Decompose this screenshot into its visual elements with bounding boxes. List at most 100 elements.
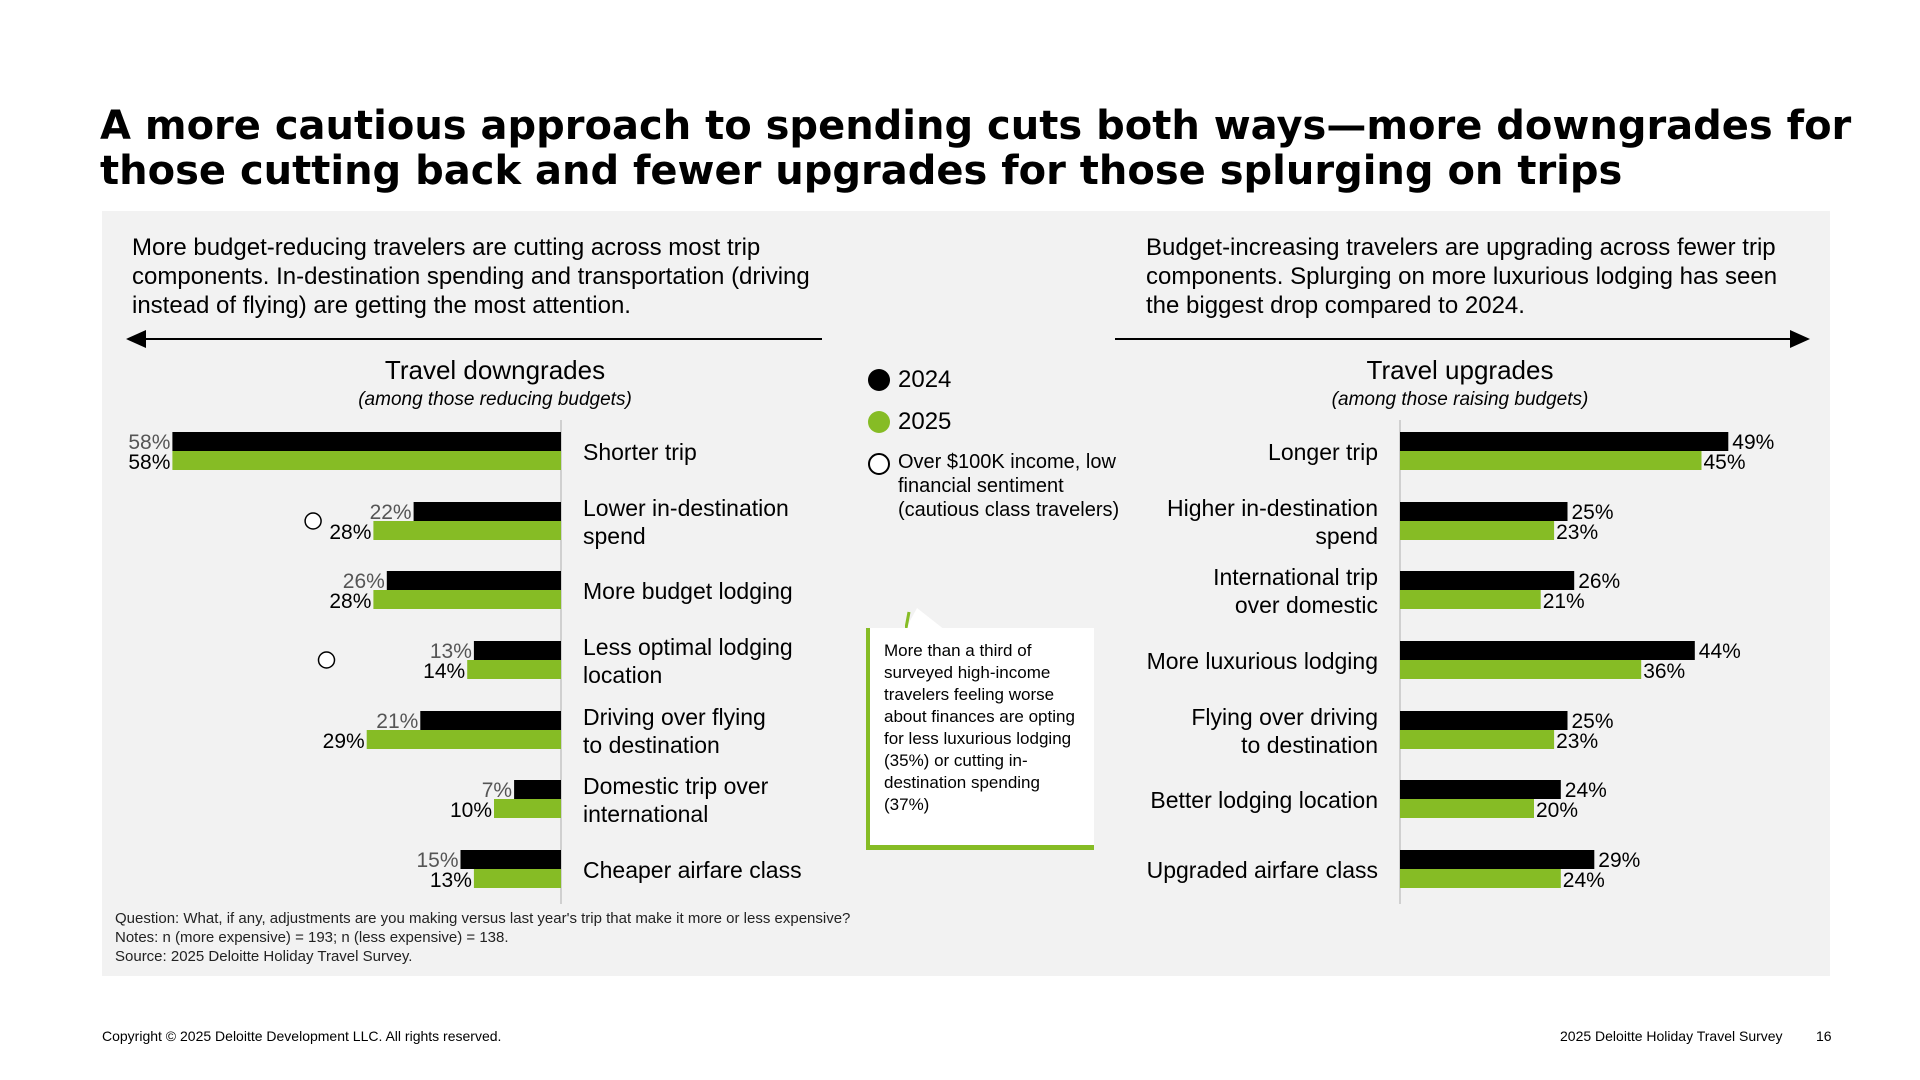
downgrade-bar-2025 [473, 869, 561, 888]
downgrade-label-2024: 58% [128, 431, 170, 454]
upgrade-category-label: Higher in-destination [1167, 495, 1378, 521]
downgrade-bar-2024 [386, 571, 561, 590]
downgrade-category-label: More budget lodging [583, 578, 793, 604]
downgrade-label-2024: 7% [482, 779, 512, 802]
page-title: A more cautious approach to spending cut… [100, 103, 1852, 194]
upgrade-category-label: over domestic [1235, 592, 1378, 618]
downgrade-category-label: Cheaper airfare class [583, 857, 802, 883]
upgrade-bar-2024 [1400, 432, 1729, 451]
upgrade-bar-2025 [1400, 660, 1642, 679]
downgrade-bar-2024 [172, 432, 561, 451]
upgrade-category-label: to destination [1241, 732, 1378, 758]
downgrade-bar-2024 [420, 711, 561, 730]
upgrade-category-label: spend [1315, 523, 1378, 549]
upgrade-category-label: Flying over driving [1191, 704, 1378, 730]
legend-2024-label: 2024 [898, 366, 952, 393]
legend-item-2024: 2024 [868, 366, 951, 394]
upgrade-label-2025: 23% [1556, 730, 1598, 753]
downgrade-label-2025: 10% [450, 799, 492, 822]
notes-source: Source: 2025 Deloitte Holiday Travel Sur… [115, 948, 413, 965]
upgrade-bar-2025 [1400, 730, 1555, 749]
downgrade-label-2024: 22% [370, 501, 412, 524]
upgrades-arrow-right-icon [1790, 330, 1810, 348]
downgrade-category-label: Domestic trip over [583, 773, 769, 799]
legend-2024-dot-icon [868, 369, 890, 391]
downgrade-bar-2025 [366, 730, 561, 749]
downgrade-label-2024: 26% [343, 570, 385, 593]
downgrade-label-2024: 13% [430, 640, 472, 663]
downgrade-label-2024: 21% [376, 710, 418, 733]
upgrade-bar-2024 [1400, 502, 1568, 521]
notes-question: Question: What, if any, adjustments are … [115, 910, 851, 927]
footer-copyright: Copyright © 2025 Deloitte Development LL… [102, 1028, 502, 1044]
upgrade-bar-2024 [1400, 711, 1568, 730]
downgrade-category-label: international [583, 801, 708, 827]
legend-cautious-circle-icon [868, 453, 890, 475]
upgrade-category-label: Better lodging location [1150, 787, 1378, 813]
downgrade-bar-2024 [473, 641, 561, 660]
downgrade-bar-2024 [460, 850, 561, 869]
footer-page-number: 16 [1816, 1028, 1832, 1044]
upgrade-label-2024: 25% [1572, 710, 1614, 733]
downgrade-category-label: Shorter trip [583, 439, 697, 465]
downgrades-chart-title: Travel downgrades [385, 355, 605, 385]
downgrade-bar-2025 [467, 660, 561, 679]
downgrade-label-2025: 14% [423, 660, 465, 683]
downgrade-label-2025: 28% [329, 590, 371, 613]
upgrades-description: Budget-increasing travelers are upgradin… [1146, 234, 1778, 319]
upgrades-chart-subtitle: (among those raising budgets) [1332, 389, 1589, 410]
downgrade-category-label: Less optimal lodging [583, 634, 793, 660]
upgrade-bar-2024 [1400, 850, 1595, 869]
upgrade-bar-2024 [1400, 571, 1575, 590]
upgrades-chart-title: Travel upgrades [1367, 355, 1554, 385]
downgrade-label-2024: 15% [416, 849, 458, 872]
callout-box: More than a third of surveyed high-incom… [866, 628, 1094, 850]
downgrade-category-label: location [583, 662, 662, 688]
notes-sample-size: Notes: n (more expensive) = 193; n (less… [115, 929, 509, 946]
downgrade-bar-2025 [373, 590, 561, 609]
downgrade-category-label: spend [583, 523, 646, 549]
upgrade-category-label: Upgraded airfare class [1147, 857, 1378, 883]
callout-notch-icon [905, 608, 945, 630]
upgrade-bar-2024 [1400, 641, 1695, 660]
upgrade-category-label: International trip [1213, 564, 1378, 590]
cautious-marker-circle-icon [304, 512, 322, 530]
upgrade-label-2024: 29% [1598, 849, 1640, 872]
downgrade-label-2025: 28% [329, 521, 371, 544]
downgrade-bar-2025 [373, 521, 561, 540]
upgrade-label-2024: 26% [1578, 570, 1620, 593]
downgrade-bar-2025 [494, 799, 561, 818]
upgrade-label-2025: 20% [1536, 799, 1578, 822]
downgrades-description: More budget-reducing travelers are cutti… [132, 234, 810, 319]
downgrade-label-2025: 29% [323, 730, 365, 753]
upgrade-bar-2025 [1400, 869, 1561, 888]
downgrade-bar-2025 [172, 451, 561, 470]
upgrade-bar-2025 [1400, 590, 1541, 609]
upgrade-label-2025: 45% [1704, 451, 1746, 474]
downgrade-category-label: to destination [583, 732, 720, 758]
footer-survey-name: 2025 Deloitte Holiday Travel Survey [1560, 1028, 1783, 1044]
downgrades-arrow-left-icon [126, 330, 146, 348]
upgrade-category-label: More luxurious lodging [1147, 648, 1378, 674]
cautious-marker-circle-icon [317, 651, 336, 669]
downgrade-label-2025: 58% [128, 451, 170, 474]
upgrade-bar-2025 [1400, 521, 1555, 540]
legend-item-cautious: Over $100K income, low financial sentime… [868, 450, 1133, 522]
upgrade-label-2024: 24% [1565, 779, 1607, 802]
downgrade-bar-2024 [514, 780, 561, 799]
upgrade-bar-2024 [1400, 780, 1561, 799]
downgrade-label-2025: 13% [430, 869, 472, 892]
upgrade-bar-2025 [1400, 451, 1702, 470]
legend-cautious-label: Over $100K income, low financial sentime… [898, 451, 1120, 521]
upgrade-label-2024: 25% [1572, 501, 1614, 524]
upgrade-label-2024: 44% [1699, 640, 1741, 663]
upgrade-label-2025: 24% [1563, 869, 1605, 892]
upgrade-label-2025: 23% [1556, 521, 1598, 544]
downgrade-category-label: Driving over flying [583, 704, 766, 730]
notes-block: Question: What, if any, adjustments are … [115, 909, 850, 966]
downgrades-chart-subtitle: (among those reducing budgets) [358, 389, 632, 410]
downgrade-bar-2024 [413, 502, 561, 521]
upgrade-category-label: Longer trip [1268, 439, 1378, 465]
legend-2025-dot-icon [868, 411, 890, 433]
